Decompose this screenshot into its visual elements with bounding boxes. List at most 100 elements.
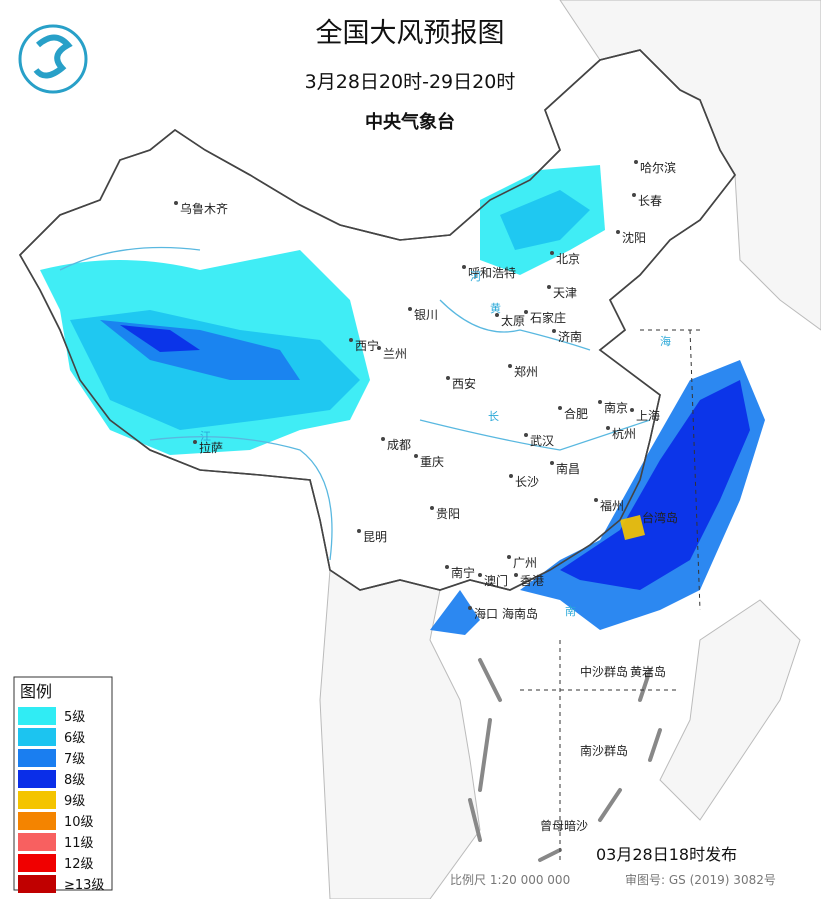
city-label: 重庆 <box>420 455 444 469</box>
water-label: 黄 <box>490 301 501 315</box>
city-label: 沈阳 <box>622 230 646 245</box>
legend-swatch <box>18 854 56 872</box>
legend-swatch <box>18 812 56 830</box>
city-label: 福州 <box>600 498 624 513</box>
forecast-period: 3月28日20时-29日20时 <box>305 71 516 93</box>
city-dot <box>632 193 636 197</box>
city-label: 上海 <box>636 408 660 423</box>
city-dot <box>174 201 178 205</box>
water-label: 南 <box>565 605 576 618</box>
wind-area <box>560 380 750 590</box>
city-label: 长春 <box>638 194 662 208</box>
city-label: 海口 <box>474 606 498 621</box>
map-title: 全国大风预报图 <box>316 18 505 49</box>
legend-label: 7级 <box>64 752 85 767</box>
city-label: 武汉 <box>530 434 554 448</box>
legend: 5级 6级 7级 8级 9级 10级 11级 12级 ≥13级 <box>18 707 104 893</box>
city-label: 曾母暗沙 <box>540 818 588 833</box>
china-outline-overlay <box>19 49 736 591</box>
map-scale: 比例尺 1:20 000 000 <box>450 873 570 887</box>
legend-title: 图例 <box>20 682 52 701</box>
issuer: 中央气象台 <box>365 111 455 133</box>
city-label: 黄岩岛 <box>630 664 666 679</box>
city-label: 南宁 <box>451 565 475 580</box>
city-label: 哈尔滨 <box>640 160 676 175</box>
city-label: 广州 <box>513 556 537 570</box>
neighbour-land <box>659 599 801 821</box>
legend-label: 11级 <box>64 836 94 851</box>
city-label: 南沙群岛 <box>580 743 628 758</box>
water-label: 河 <box>470 270 481 283</box>
city-label: 乌鲁木齐 <box>180 201 228 216</box>
legend-swatch <box>18 833 56 851</box>
city-dot <box>468 606 472 610</box>
city-dot <box>508 364 512 368</box>
city-dot <box>616 230 620 234</box>
city-dot <box>550 461 554 465</box>
legend-label: 6级 <box>64 731 85 746</box>
wind-area <box>500 190 590 250</box>
legend-swatch <box>18 875 56 893</box>
city-label: 杭州 <box>612 426 636 441</box>
legend-swatch <box>18 728 56 746</box>
water-label: 长 <box>488 410 499 423</box>
city-dot <box>524 310 528 314</box>
city-dot <box>414 454 418 458</box>
city-label: 昆明 <box>363 530 387 544</box>
city-label: 南京 <box>604 400 628 415</box>
city-label: 兰州 <box>383 347 407 361</box>
city-dot <box>478 573 482 577</box>
city-label: 拉萨 <box>199 440 223 455</box>
legend-label: 9级 <box>64 794 85 809</box>
city-dot <box>509 474 513 478</box>
city-label: 南昌 <box>556 461 580 476</box>
city-label: 郑州 <box>514 364 538 379</box>
wind-area <box>430 590 480 635</box>
legend-swatch <box>18 749 56 767</box>
nine-dash-line <box>468 658 662 862</box>
legend-label: 8级 <box>64 773 85 788</box>
city-label: 合肥 <box>564 406 588 421</box>
city-dot <box>381 437 385 441</box>
city-label: 太原 <box>501 313 525 328</box>
city-label: 香港 <box>520 574 544 588</box>
city-dot <box>377 346 381 350</box>
city-dot <box>446 376 450 380</box>
city-label: 澳门 <box>484 573 508 588</box>
city-dot <box>430 506 434 510</box>
legend-swatch <box>18 707 56 725</box>
water-labels: 黄 河长江 海南 <box>200 270 671 618</box>
city-dot <box>598 400 602 404</box>
logo-mark <box>33 34 73 79</box>
legend-label: 5级 <box>64 710 85 725</box>
legend-swatch <box>18 770 56 788</box>
city-label: 天津 <box>553 286 577 300</box>
city-dot <box>547 285 551 289</box>
city-dot <box>606 426 610 430</box>
city-label: 呼和浩特 <box>468 265 516 280</box>
legend-swatch <box>18 791 56 809</box>
city-dot <box>558 406 562 410</box>
city-label: 西安 <box>452 376 476 391</box>
city-dot <box>507 555 511 559</box>
review-number: 审图号: GS (2019) 3082号 <box>625 872 776 887</box>
issue-time: 03月28日18时发布 <box>596 845 737 864</box>
city-label: 银川 <box>414 308 438 322</box>
city-dot <box>594 498 598 502</box>
city-label: 西宁 <box>355 338 379 353</box>
city-label: 长沙 <box>515 475 539 489</box>
city-label: 北京 <box>556 252 580 266</box>
city-dot <box>634 160 638 164</box>
water-label: 江 <box>200 430 211 443</box>
city-dot <box>524 433 528 437</box>
city-label: 石家庄 <box>530 310 566 325</box>
legend-label: ≥13级 <box>64 878 104 893</box>
water-label: 海 <box>660 334 671 348</box>
city-dot <box>550 251 554 255</box>
city-dot <box>630 408 634 412</box>
city-dot <box>193 440 197 444</box>
city-dot <box>495 313 499 317</box>
city-label: 海南岛 <box>502 606 538 621</box>
